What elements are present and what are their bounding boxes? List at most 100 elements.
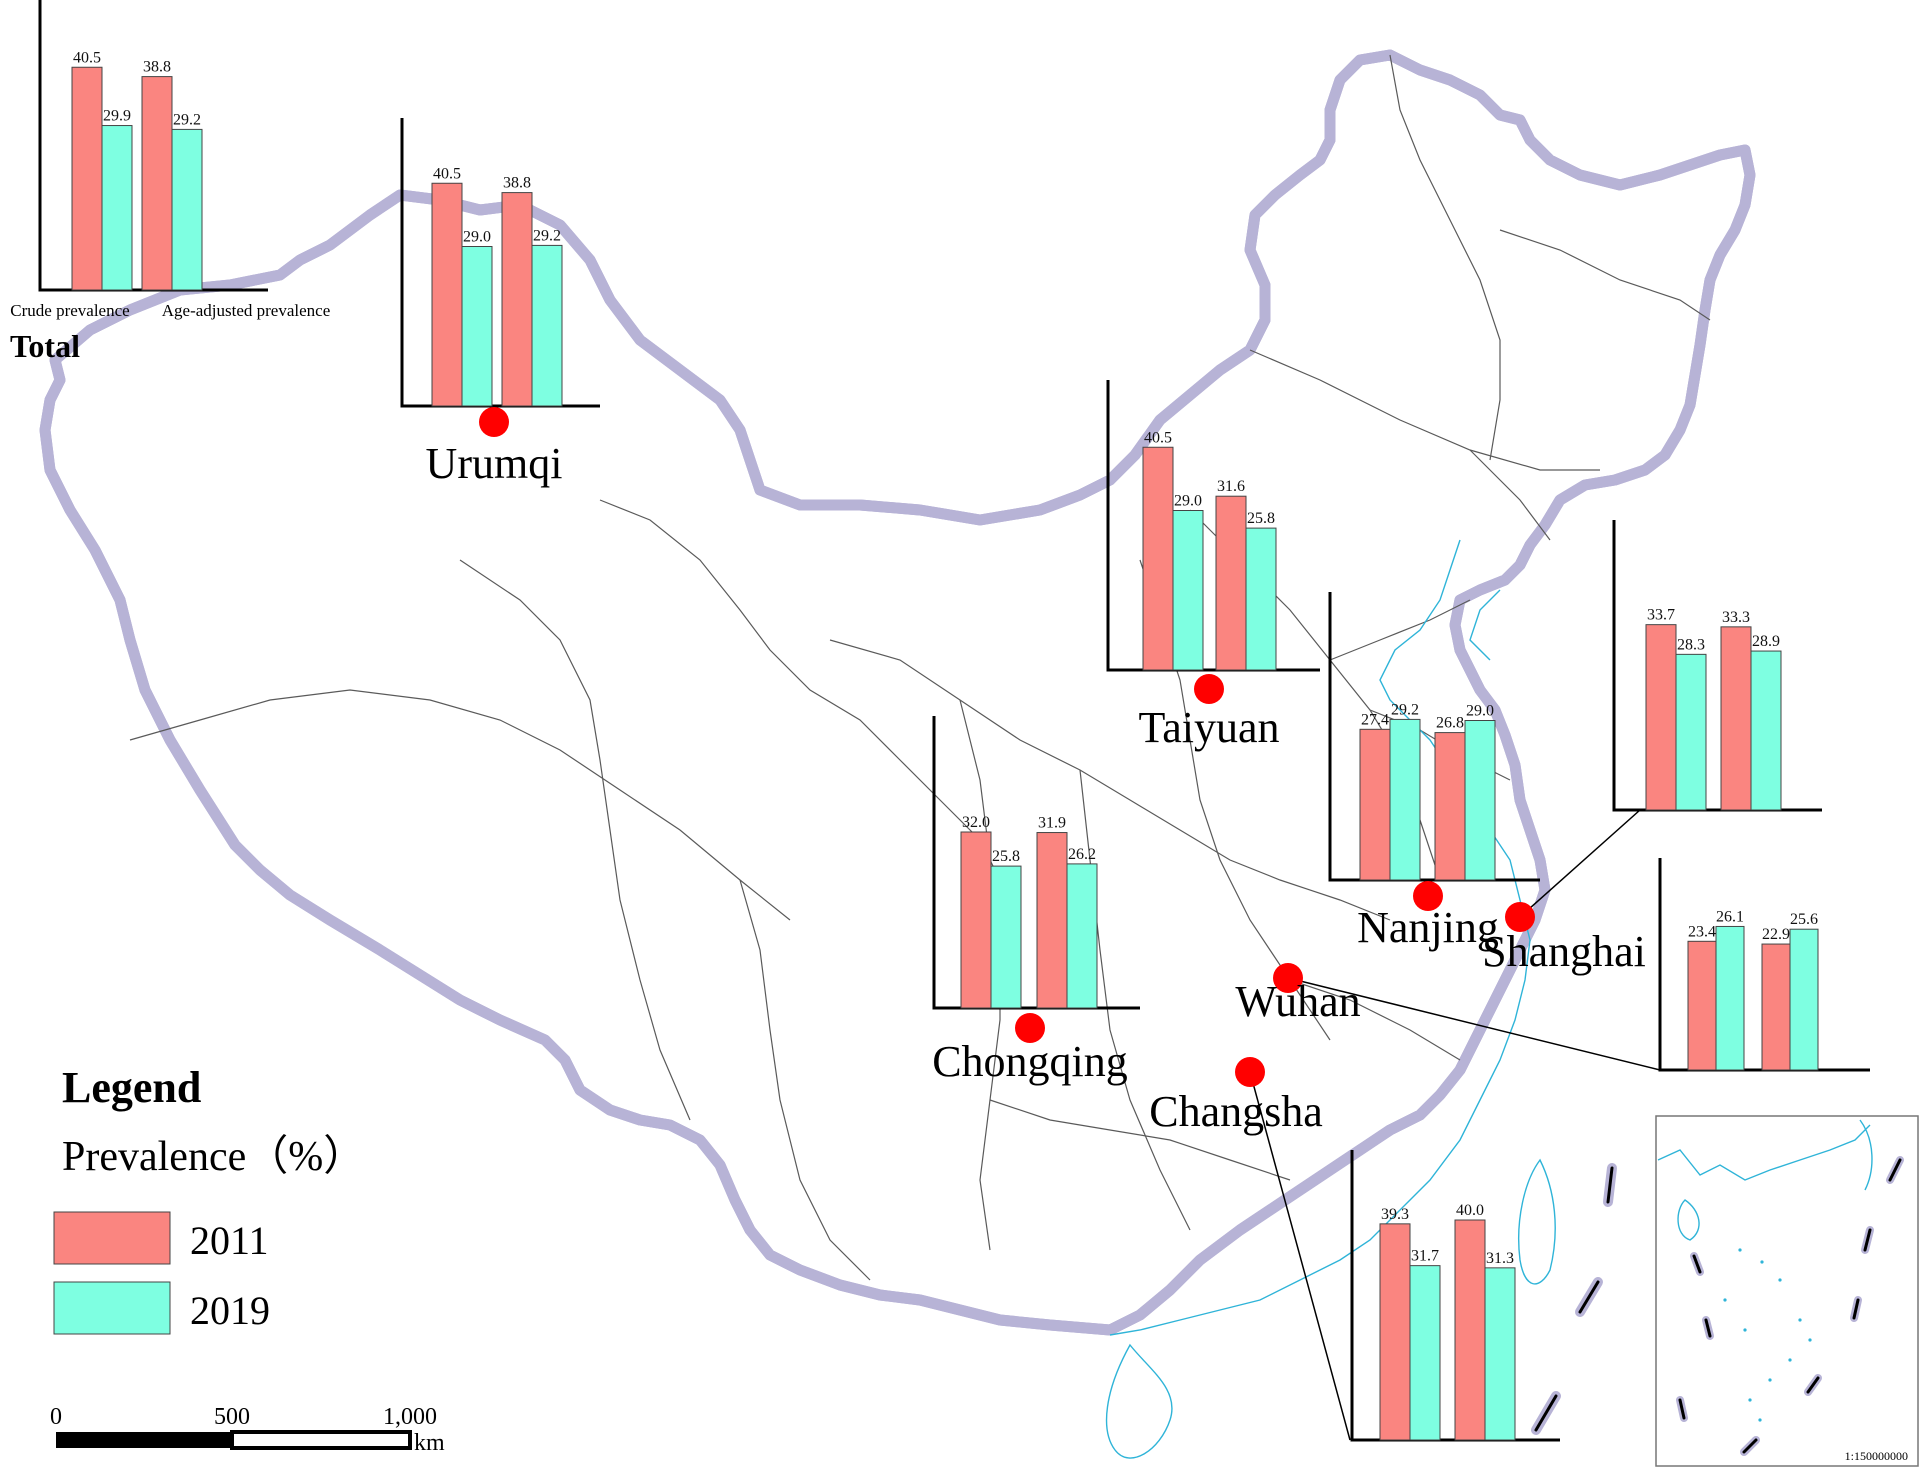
taiyuan-label-2011-1: 31.6 bbox=[1217, 478, 1245, 495]
taiyuan-bar-2011-0 bbox=[1142, 446, 1174, 671]
chongqing-label-2019-1: 26.2 bbox=[1068, 846, 1096, 863]
wuhan-bar-2011-1 bbox=[1761, 943, 1791, 1071]
urumqi-label-2011-0: 40.5 bbox=[433, 165, 461, 182]
chongqing-label-2011-0: 32.0 bbox=[962, 814, 990, 831]
total-label-2019-1: 29.2 bbox=[173, 111, 201, 128]
wuhan-label-2019-0: 26.1 bbox=[1716, 908, 1744, 925]
shanghai-city-label: Shanghai bbox=[1482, 927, 1646, 976]
urumqi-city-label: Urumqi bbox=[426, 439, 563, 488]
country-border bbox=[39, 49, 1756, 1336]
nanjing-label-2011-1: 26.8 bbox=[1436, 715, 1464, 732]
inset-scale: 1:150000000 bbox=[1845, 1449, 1908, 1463]
changsha-bar-2019-0 bbox=[1409, 1265, 1441, 1441]
inset-map: 1:150000000 bbox=[1655, 1115, 1919, 1467]
taiyuan-marker bbox=[1194, 674, 1224, 704]
urumqi-bar-2011-0 bbox=[431, 182, 463, 407]
changsha-label-2019-0: 31.7 bbox=[1411, 1248, 1439, 1265]
wuhan-bar-2019-1 bbox=[1789, 928, 1819, 1071]
legend-label-2011: 2011 bbox=[190, 1218, 269, 1263]
changsha-bar-2011-1 bbox=[1454, 1219, 1486, 1441]
city-charts: 40.5 29.9 38.8 29.2 40.5 29.0 38.8 29.2 Urumqi 40… bbox=[38, 0, 1870, 1442]
scale-bar-segment-1 bbox=[56, 1432, 232, 1448]
nanjing-marker bbox=[1413, 881, 1443, 911]
urumqi-bar-2011-1 bbox=[501, 192, 533, 407]
shanghai-label-2011-1: 33.3 bbox=[1722, 609, 1750, 626]
scale-tick-1000: 1,000 bbox=[383, 1404, 437, 1430]
urumqi-bar-2019-0 bbox=[461, 246, 493, 407]
nanjing-label-2019-0: 29.2 bbox=[1391, 701, 1419, 718]
wuhan-bar-2019-0 bbox=[1715, 925, 1745, 1071]
shanghai-bar-2019-0 bbox=[1675, 653, 1707, 811]
changsha-label-2019-1: 31.3 bbox=[1486, 1250, 1514, 1267]
chongqing-label-2019-0: 25.8 bbox=[992, 848, 1020, 865]
changsha-chart: 39.3 31.7 40.0 31.3 bbox=[1350, 1150, 1560, 1442]
taiyuan-axes bbox=[1106, 380, 1320, 672]
total-bar-2011-1 bbox=[141, 76, 173, 291]
nanjing-chart: 27.429.2 26.829.0 bbox=[1328, 592, 1540, 882]
total-bar-2019-0 bbox=[101, 125, 133, 291]
shanghai-label-2019-0: 28.3 bbox=[1677, 636, 1705, 653]
changsha-bar-2019-1 bbox=[1484, 1267, 1516, 1441]
taiyuan-city-label: Taiyuan bbox=[1138, 703, 1279, 752]
urumqi-marker bbox=[479, 407, 509, 437]
taiyuan-bar-2019-1 bbox=[1245, 527, 1277, 671]
legend-label-2019: 2019 bbox=[190, 1288, 270, 1333]
nanjing-label-2019-1: 29.0 bbox=[1466, 703, 1494, 720]
shanghai-label-2011-0: 33.7 bbox=[1647, 607, 1675, 624]
total-category-age-adjusted: Age-adjusted prevalence bbox=[162, 301, 331, 320]
wuhan-label-2011-0: 23.4 bbox=[1688, 923, 1716, 940]
taiyuan-bar-2019-0 bbox=[1172, 510, 1204, 671]
legend-title: Legend bbox=[62, 1063, 201, 1112]
urumqi-label-2019-1: 29.2 bbox=[533, 227, 561, 244]
total-chart: 40.5 29.9 38.8 29.2 bbox=[38, 0, 268, 292]
legend-subtitle: Prevalence（%） bbox=[62, 1134, 365, 1180]
urumqi-label-2011-1: 38.8 bbox=[503, 175, 531, 192]
total-chart: Crude prevalence Age-adjusted prevalence… bbox=[10, 301, 330, 364]
changsha-label-2011-1: 40.0 bbox=[1456, 1202, 1484, 1219]
nanjing-bar-2019-1 bbox=[1464, 720, 1496, 881]
urumqi-chart: 40.5 29.0 38.8 29.2 bbox=[400, 118, 600, 408]
taiyuan-bar-2011-1 bbox=[1215, 495, 1247, 671]
shanghai-bar-2011-0 bbox=[1645, 624, 1677, 811]
taiyuan-label-2011-0: 40.5 bbox=[1144, 429, 1172, 446]
total-label-2011-0: 40.5 bbox=[73, 49, 101, 66]
legend-swatch-2019 bbox=[53, 1281, 171, 1335]
shanghai-bar-2011-1 bbox=[1720, 626, 1752, 811]
changsha-label-2011-0: 39.3 bbox=[1381, 1206, 1409, 1223]
legend: Legend Prevalence（%） 2011 2019 bbox=[53, 1063, 365, 1335]
nanjing-label-2011-0: 27.4 bbox=[1361, 711, 1389, 728]
chongqing-city-label: Chongqing bbox=[932, 1037, 1128, 1086]
scale-unit: km bbox=[414, 1430, 445, 1456]
chongqing-chart: 32.025.8 31.926.2 bbox=[932, 716, 1140, 1010]
nanjing-city-label: Nanjing bbox=[1357, 903, 1499, 952]
wuhan-city-label: Wuhan bbox=[1235, 977, 1360, 1026]
scale-tick-0: 0 bbox=[50, 1404, 62, 1430]
nanjing-bar-2011-0 bbox=[1359, 728, 1391, 881]
scale-bar: 0 500 1,000 km bbox=[50, 1404, 445, 1456]
wuhan-marker bbox=[1273, 963, 1303, 993]
taiyuan-label-2019-1: 25.8 bbox=[1247, 510, 1275, 527]
shanghai-marker bbox=[1505, 902, 1535, 932]
nanjing-bar-2019-0 bbox=[1389, 718, 1421, 881]
taiyuan-chart: 40.5 29.0 31.625.8 bbox=[1106, 380, 1320, 672]
wuhan-chart: 23.426.1 22.925.6 bbox=[1658, 858, 1870, 1072]
urumqi-label-2019-0: 29.0 bbox=[463, 229, 491, 246]
total-label-2011-1: 38.8 bbox=[143, 59, 171, 76]
coastline bbox=[1105, 539, 1556, 1459]
changsha-marker bbox=[1235, 1057, 1265, 1087]
shanghai-chart: 33.728.3 33.328.9 bbox=[1612, 520, 1822, 812]
shanghai-bar-2019-1 bbox=[1750, 650, 1782, 811]
total-bar-2011-0 bbox=[71, 66, 103, 291]
wuhan-bar-2011-0 bbox=[1687, 940, 1717, 1071]
shanghai-label-2019-1: 28.9 bbox=[1752, 633, 1780, 650]
chongqing-label-2011-1: 31.9 bbox=[1038, 815, 1066, 832]
chongqing-bar-2019-1 bbox=[1066, 863, 1098, 1009]
changsha-bar-2011-0 bbox=[1379, 1223, 1411, 1441]
wuhan-label-2011-1: 22.9 bbox=[1762, 926, 1790, 943]
total-label-2019-0: 29.9 bbox=[103, 108, 131, 125]
shanghai-axes bbox=[1612, 520, 1822, 812]
legend-swatch-2011 bbox=[53, 1211, 171, 1265]
chongqing-bar-2019-0 bbox=[990, 865, 1022, 1009]
total-bar-2019-1 bbox=[171, 128, 203, 291]
